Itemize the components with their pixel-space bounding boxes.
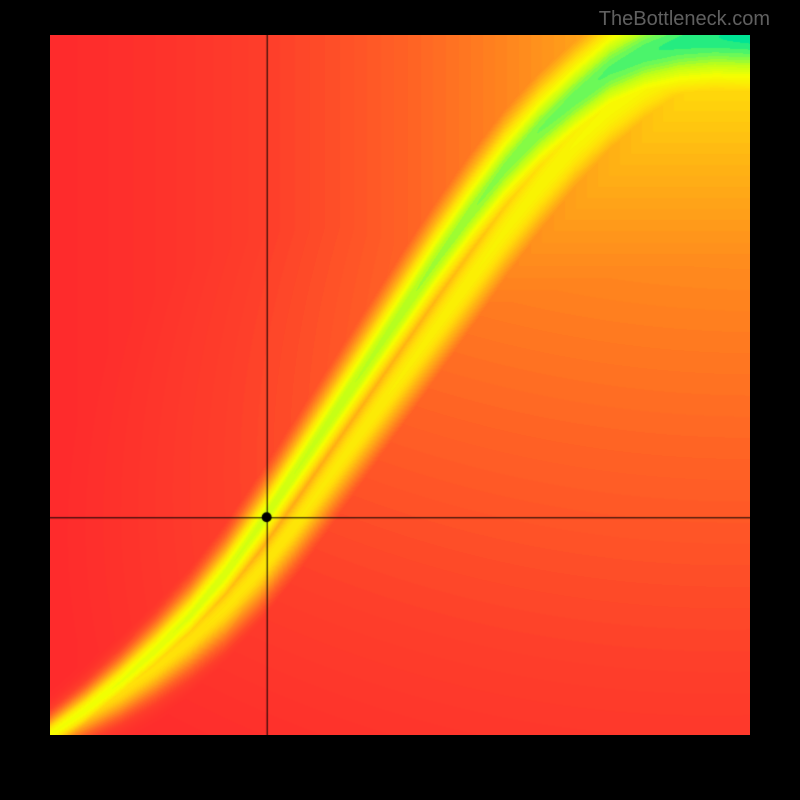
bottleneck-heatmap: [50, 35, 750, 735]
heatmap-canvas: [50, 35, 750, 735]
watermark-text: TheBottleneck.com: [599, 8, 770, 31]
